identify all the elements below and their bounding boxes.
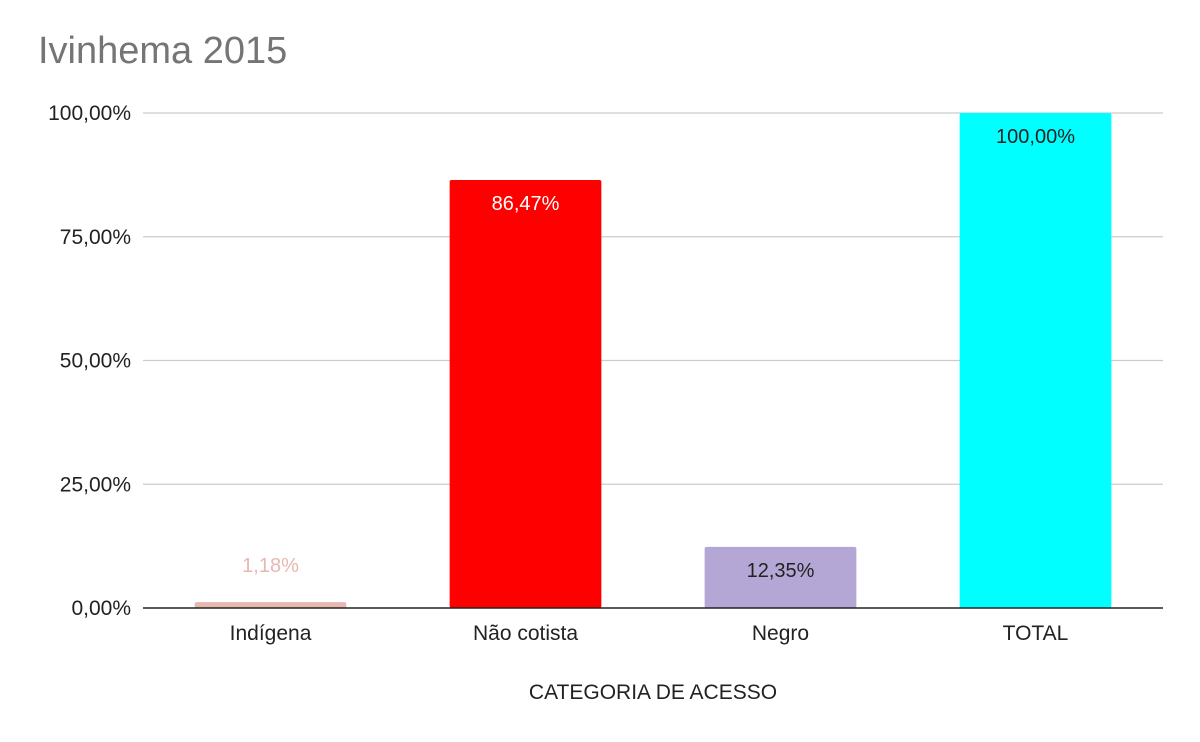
y-tick-label: 25,00%	[60, 473, 131, 496]
x-category-label: Indígena	[230, 622, 312, 645]
x-axis-categories: Indígena Não cotista Negro TOTAL	[230, 622, 1069, 645]
y-tick-label: 75,00%	[60, 226, 131, 249]
y-axis-ticks: 0,00% 25,00% 50,00% 75,00% 100,00%	[48, 102, 131, 620]
data-label: 1,18%	[242, 555, 299, 577]
x-category-label: Não cotista	[473, 622, 578, 645]
chart-title: Ivinhema 2015	[38, 30, 288, 72]
bar	[449, 179, 602, 608]
bar	[194, 602, 347, 608]
data-labels: 1,18% 86,47% 12,35% 100,00%	[242, 126, 1075, 582]
y-tick-label: 100,00%	[48, 102, 131, 125]
data-label: 12,35%	[747, 560, 815, 582]
bar	[959, 113, 1112, 608]
bars	[194, 113, 1112, 608]
data-label: 86,47%	[492, 193, 560, 215]
x-category-label: Negro	[752, 622, 809, 645]
y-tick-label: 50,00%	[60, 350, 131, 373]
bar	[704, 546, 857, 608]
x-axis-title: CATEGORIA DE ACESSO	[529, 681, 777, 704]
data-label: 100,00%	[996, 126, 1075, 148]
x-category-label: TOTAL	[1003, 622, 1069, 645]
y-tick-label: 0,00%	[71, 597, 131, 620]
